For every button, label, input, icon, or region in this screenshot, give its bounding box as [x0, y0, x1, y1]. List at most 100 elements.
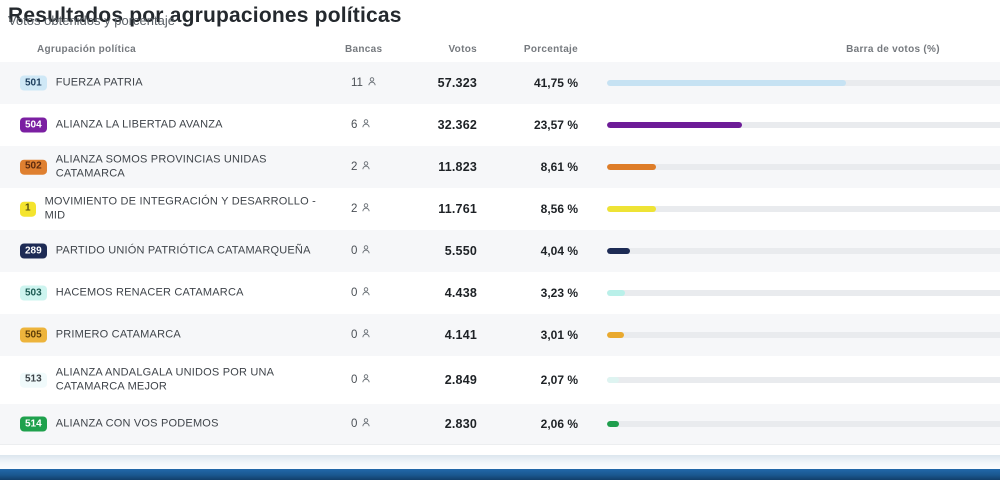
party-code-badge: 514 — [20, 416, 47, 432]
vote-bar-track — [607, 248, 1000, 254]
party-code-badge: 505 — [20, 327, 47, 343]
votes-value: 32.362 — [437, 118, 477, 132]
party-name: ALIANZA ANDALGALA UNIDOS POR UNA CATAMAR… — [55, 366, 274, 393]
party-cell: 514 ALIANZA CON VOS PODEMOS — [20, 416, 219, 432]
votes-value: 4.438 — [444, 286, 477, 300]
percentage-value: 3,23 % — [540, 286, 578, 300]
vote-bar-cell — [607, 122, 1000, 128]
party-cell: 1 MOVIMIENTO DE INTEGRACIÓN Y DESARROLLO … — [20, 195, 335, 224]
column-header-percentage: Porcentaje — [523, 44, 578, 55]
party-cell: 502 ALIANZA SOMOS PROVINCIAS UNIDAS CATAM… — [20, 153, 335, 182]
vote-bar-fill — [607, 122, 742, 128]
vote-bar-track — [607, 421, 1000, 427]
table-row: 514 ALIANZA CON VOS PODEMOS 0 2.830 2,06 % — [0, 404, 1000, 444]
page-subtitle: Votos obtenidos y porcentaje — [8, 13, 175, 28]
party-cell: 501 FUERZA PATRIA — [20, 75, 143, 91]
person-icon — [361, 160, 371, 174]
party-cell: 289 PARTIDO UNIÓN PATRIÓTICA CATAMARQUEÑA — [20, 243, 311, 259]
party-code-badge: 501 — [20, 75, 47, 91]
vote-bar-fill — [607, 290, 626, 296]
vote-bar-cell — [607, 332, 1000, 338]
vote-bar-cell — [607, 164, 1000, 170]
page-title: Resultados por agrupaciones políticas — [8, 4, 402, 28]
percentage-value: 8,56 % — [540, 202, 578, 216]
votes-value: 5.550 — [444, 244, 477, 258]
vote-bar-track — [607, 206, 1000, 212]
seats-cell: 2 — [351, 202, 371, 216]
vote-bar-fill — [607, 421, 619, 427]
party-cell: 505 PRIMERO CATAMARCA — [20, 327, 181, 343]
votes-value: 2.830 — [444, 417, 477, 431]
party-name: FUERZA PATRIA — [55, 76, 143, 89]
party-code-badge: 1 — [20, 201, 36, 217]
seats-value: 2 — [351, 203, 358, 215]
table-row: 513 ALIANZA ANDALGALA UNIDOS POR UNA CATA… — [0, 356, 1000, 404]
party-cell: 513 ALIANZA ANDALGALA UNIDOS POR UNA CATA… — [20, 366, 335, 395]
vote-bar-fill — [607, 377, 619, 383]
vote-bar-fill — [607, 206, 656, 212]
table-row: 502 ALIANZA SOMOS PROVINCIAS UNIDAS CATAM… — [0, 146, 1000, 188]
vote-bar-track — [607, 332, 1000, 338]
votes-value: 11.761 — [438, 202, 477, 216]
seats-cell: 0 — [351, 286, 371, 300]
table-row: 503 HACEMOS RENACER CATAMARCA 0 4.438 3,23 % — [0, 272, 1000, 314]
vote-bar-cell — [607, 290, 1000, 296]
vote-bar-cell — [607, 421, 1000, 427]
vote-bar-fill — [607, 80, 846, 86]
percentage-value: 8,61 % — [540, 160, 578, 174]
vote-bar-track — [607, 377, 1000, 383]
footer-blue-bar — [0, 469, 1000, 480]
vote-bar-cell — [607, 377, 1000, 383]
vote-bar-track — [607, 80, 1000, 86]
party-code-badge: 502 — [20, 159, 47, 175]
column-header-bar: Barra de votos (%) — [846, 44, 940, 55]
votes-value: 11.823 — [438, 160, 477, 174]
column-header-seats: Bancas — [345, 44, 383, 55]
vote-bar-cell — [607, 206, 1000, 212]
party-name: ALIANZA LA LIBERTAD AVANZA — [55, 118, 223, 131]
party-code-badge: 289 — [20, 243, 47, 259]
seats-value: 0 — [351, 329, 358, 341]
person-icon — [361, 286, 371, 300]
vote-bar-track — [607, 122, 1000, 128]
party-cell: 503 HACEMOS RENACER CATAMARCA — [20, 285, 244, 301]
percentage-value: 4,04 % — [540, 244, 578, 258]
person-icon — [361, 328, 371, 342]
person-icon — [361, 373, 371, 387]
table-row: 1 MOVIMIENTO DE INTEGRACIÓN Y DESARROLLO … — [0, 188, 1000, 230]
vote-bar-track — [607, 164, 1000, 170]
seats-cell: 0 — [351, 373, 371, 387]
party-name: ALIANZA SOMOS PROVINCIAS UNIDAS CATAMARC… — [55, 153, 267, 180]
party-name: ALIANZA CON VOS PODEMOS — [55, 417, 219, 430]
table-row: 504 ALIANZA LA LIBERTAD AVANZA 6 32.362 23,5… — [0, 104, 1000, 146]
percentage-value: 2,06 % — [540, 417, 578, 431]
votes-value: 57.323 — [437, 76, 477, 90]
seats-cell: 0 — [351, 244, 371, 258]
person-icon — [361, 417, 371, 431]
percentage-value: 2,07 % — [540, 373, 578, 387]
vote-bar-fill — [607, 332, 625, 338]
person-icon — [361, 118, 371, 132]
seats-value: 0 — [351, 418, 358, 430]
seats-value: 6 — [351, 119, 358, 131]
table-header-row: Agrupación política Bancas Votos Porcent… — [0, 40, 1000, 62]
votes-value: 4.141 — [444, 328, 477, 342]
seats-cell: 0 — [351, 417, 371, 431]
seats-value: 0 — [351, 245, 358, 257]
party-cell: 504 ALIANZA LA LIBERTAD AVANZA — [20, 117, 223, 133]
vote-bar-track — [607, 290, 1000, 296]
party-name: PRIMERO CATAMARCA — [55, 328, 181, 341]
party-name: HACEMOS RENACER CATAMARCA — [55, 286, 244, 299]
table-row: 289 PARTIDO UNIÓN PATRIÓTICA CATAMARQUEÑA… — [0, 230, 1000, 272]
seats-value: 0 — [351, 287, 358, 299]
table-row: 505 PRIMERO CATAMARCA 0 4.141 3,01 % — [0, 314, 1000, 356]
footer-gradient-band — [0, 455, 1000, 469]
table-row: 501 FUERZA PATRIA 11 57.323 41,75 % — [0, 62, 1000, 104]
seats-cell: 0 — [351, 328, 371, 342]
column-header-party: Agrupación política — [37, 44, 137, 55]
column-header-votes: Votos — [448, 44, 477, 55]
seats-value: 2 — [351, 161, 358, 173]
seats-value: 11 — [351, 77, 363, 89]
person-icon — [361, 202, 371, 216]
seats-value: 0 — [351, 374, 358, 386]
